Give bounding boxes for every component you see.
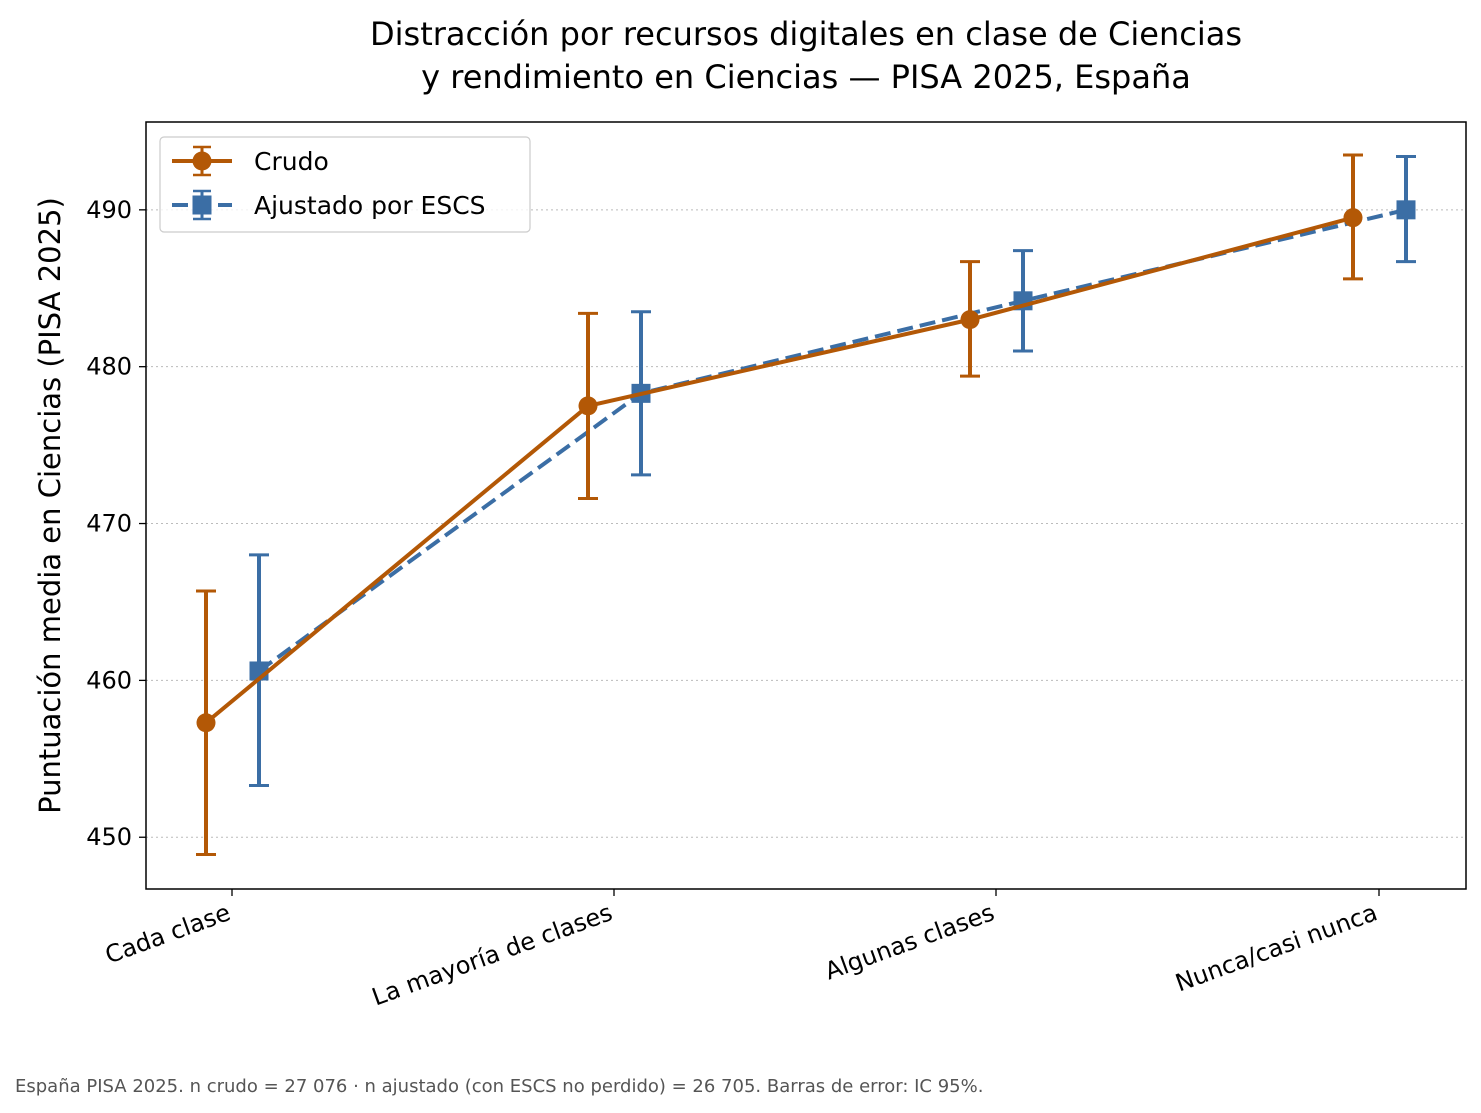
x-tick-label: Algunas clases	[821, 898, 998, 985]
y-tick-label: 490	[86, 196, 132, 224]
y-tick-label: 450	[86, 823, 132, 851]
series-crudo	[196, 153, 1363, 856]
legend-entry: Ajustado por ESCS	[172, 189, 486, 221]
footnote: España PISA 2025. n crudo = 27 076 · n a…	[15, 1076, 983, 1097]
data-point	[1396, 200, 1416, 220]
legend-label: Ajustado por ESCS	[254, 191, 486, 220]
legend-label: Crudo	[254, 147, 329, 176]
y-tick-label: 460	[86, 666, 132, 694]
legend-entry: Crudo	[172, 145, 329, 177]
y-tick-label: 470	[86, 510, 132, 538]
chart-title-line-1: Distracción por recursos digitales en cl…	[370, 15, 1242, 53]
legend-marker	[192, 151, 212, 171]
legend-box	[159, 136, 531, 233]
plot-area-frame	[145, 121, 1467, 890]
x-tick-label: Nunca/casi nunca	[1172, 898, 1381, 997]
chart-title-line-2: y rendimiento en Ciencias — PISA 2025, E…	[421, 58, 1191, 96]
gridlines	[146, 209, 1466, 838]
x-axis: Cada clase La mayoría de clases Algunas cl…	[101, 889, 1381, 1011]
chart-title: Distracción por recursos digitales en cl…	[370, 15, 1242, 96]
series-ajustado	[249, 155, 1416, 787]
y-axis: 450 460 470 480 490	[86, 196, 146, 851]
y-tick-label: 480	[86, 353, 132, 381]
data-point	[578, 396, 598, 416]
data-point	[960, 310, 980, 330]
y-axis-label: Puntuación media en Ciencias (PISA 2025)	[33, 197, 67, 814]
data-point	[1343, 208, 1363, 228]
series-line	[257, 207, 1407, 673]
x-tick-label: La mayoría de clases	[368, 898, 616, 1011]
legend-marker	[192, 195, 212, 215]
data-point	[196, 713, 216, 733]
series-plot	[196, 153, 1416, 856]
series-line	[204, 215, 1354, 725]
legend: Crudo Ajustado por ESCS	[159, 136, 531, 233]
x-tick-label: Cada clase	[101, 898, 234, 969]
